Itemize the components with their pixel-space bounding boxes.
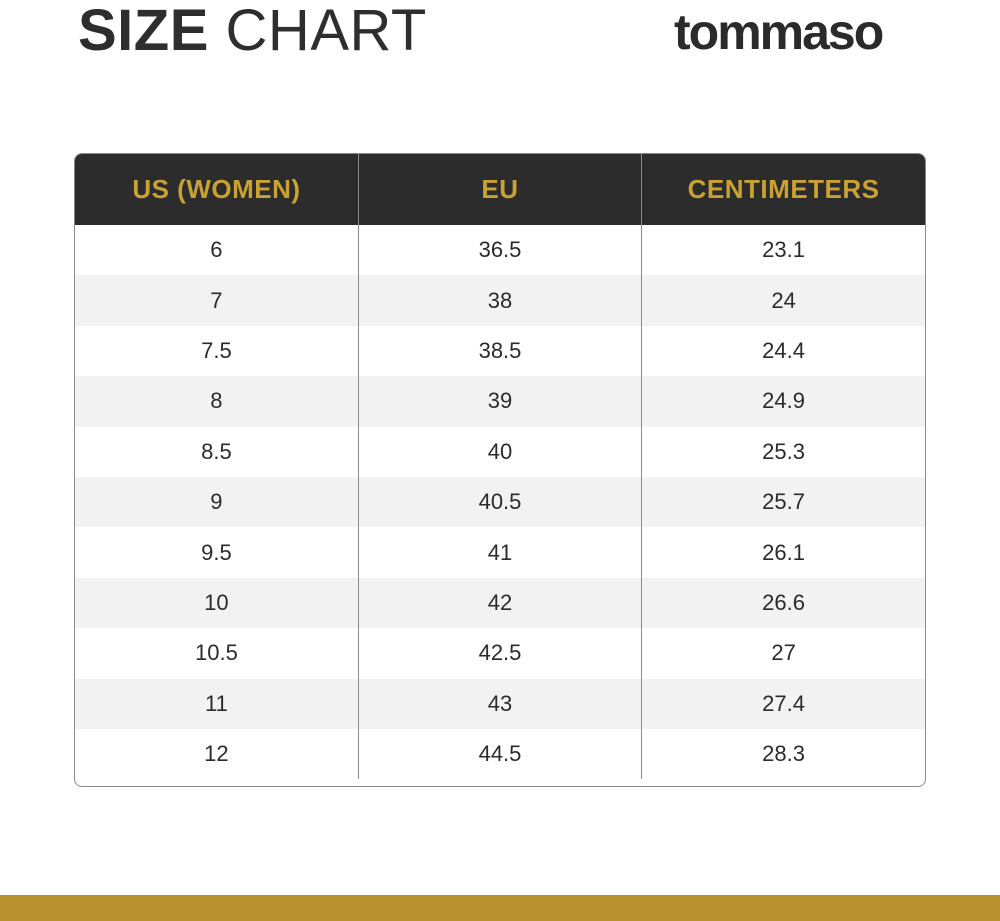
title-bold: SIZE — [78, 0, 209, 63]
cell-us: 9.5 — [201, 539, 232, 565]
cell-cm: 27 — [641, 628, 925, 679]
column-header-us: US (WOMEN) — [75, 154, 359, 225]
cell-eu: 42 — [357, 577, 642, 629]
table-row: 11 43 27.4 — [75, 678, 925, 729]
footer-accent-bar — [0, 895, 1000, 921]
cell-eu: 40.5 — [357, 476, 642, 528]
cell-us: 8 — [75, 376, 359, 427]
size-table: US (WOMEN) EU CENTIMETERS 6 36.5 23.1 7 … — [74, 153, 926, 787]
table-row: 6 36.5 23.1 — [75, 225, 925, 276]
table-row: 7.5 38.5 24.4 — [75, 325, 925, 377]
cell-eu: 36.5 — [357, 225, 642, 276]
cell-cm: 24.9 — [641, 376, 925, 427]
cell-us: 10 — [75, 577, 359, 629]
cell-eu: 38.5 — [357, 325, 642, 377]
cell-us: 10.5 — [195, 640, 238, 666]
table-row: 9.5 41 26.1 — [75, 527, 925, 578]
cell-us: 7 — [75, 275, 359, 326]
cell-eu: 40 — [357, 426, 642, 477]
cell-us: 8.5 — [201, 438, 232, 464]
cell-cm: 26.6 — [641, 577, 925, 629]
cell-us: 7.5 — [201, 337, 232, 363]
cell-us: 9 — [75, 476, 359, 528]
cell-eu: 44.5 — [357, 728, 642, 780]
page-title: SIZE CHART — [78, 0, 427, 62]
column-header-eu: EU — [357, 154, 642, 225]
cell-cm: 25.7 — [641, 476, 925, 528]
column-header-cm: CENTIMETERS — [641, 154, 925, 225]
cell-us: 12 — [204, 741, 229, 767]
table-row: 10.5 42.5 27 — [75, 628, 925, 679]
table-row: 8.5 40 25.3 — [75, 426, 925, 477]
table-header-row: US (WOMEN) EU CENTIMETERS — [75, 154, 925, 225]
cell-cm: 23.1 — [641, 225, 925, 276]
cell-eu: 38 — [357, 275, 642, 326]
cell-cm: 27.4 — [641, 678, 925, 729]
cell-eu: 41 — [357, 527, 642, 578]
table-row: 8 39 24.9 — [75, 376, 925, 427]
cell-us: 11 — [75, 678, 359, 729]
cell-cm: 26.1 — [641, 527, 925, 578]
cell-cm: 28.3 — [641, 728, 925, 780]
cell-cm: 24.4 — [641, 325, 925, 377]
title-light: CHART — [225, 0, 427, 63]
cell-eu: 43 — [357, 678, 642, 729]
cell-cm: 24 — [641, 275, 925, 326]
table-row: 12 44.5 28.3 — [75, 728, 925, 780]
cell-cm: 25.3 — [641, 426, 925, 477]
cell-eu: 42.5 — [357, 628, 642, 679]
table-row: 9 40.5 25.7 — [75, 476, 925, 528]
brand-logo: tommaso — [674, 4, 884, 60]
table-row: 10 42 26.6 — [75, 577, 925, 629]
cell-us: 6 — [210, 237, 223, 263]
cell-eu: 39 — [357, 376, 642, 427]
table-row: 7 38 24 — [75, 275, 925, 326]
